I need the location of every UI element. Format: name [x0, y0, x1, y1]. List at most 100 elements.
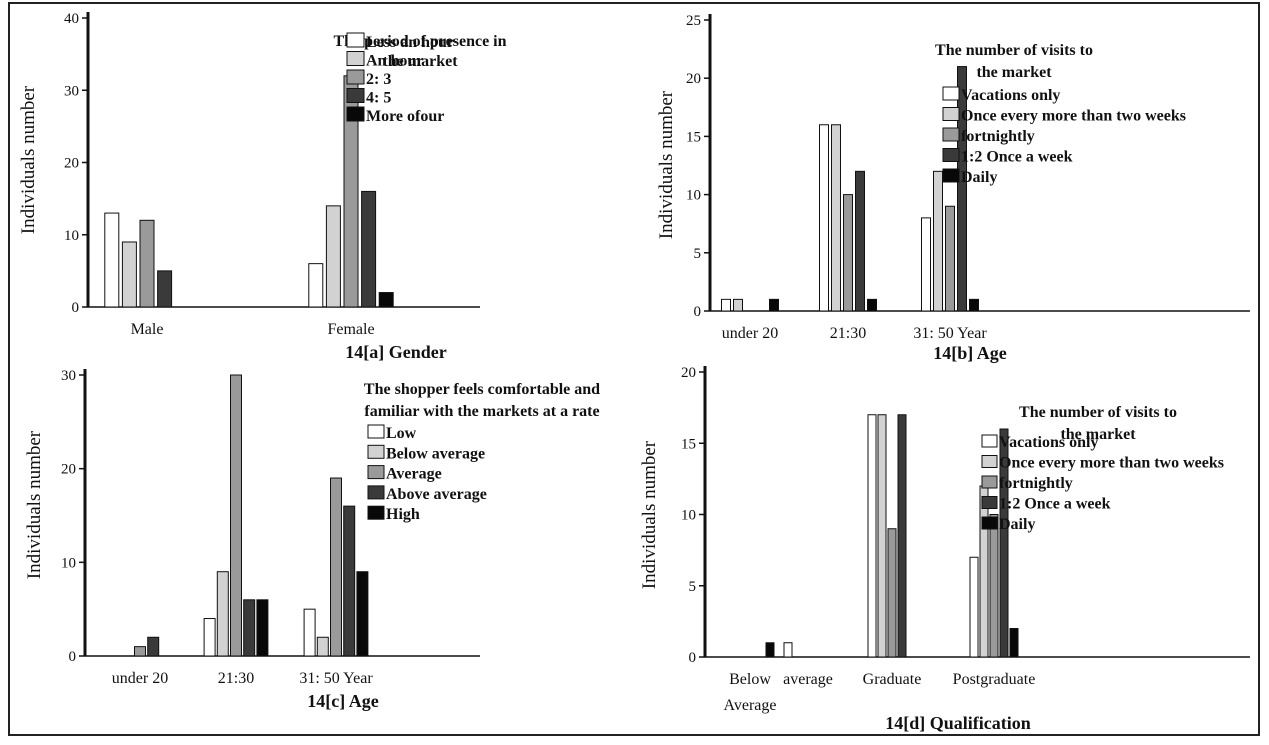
bar: [969, 298, 979, 312]
panel-caption: 14[c] Age: [307, 691, 378, 711]
bar: [121, 241, 137, 308]
bar: [999, 428, 1009, 658]
legend-swatch: [981, 516, 998, 530]
bar: [361, 190, 377, 308]
legend-swatch: [942, 86, 960, 101]
bar: [933, 170, 943, 312]
legend-swatch: [981, 475, 998, 489]
bar: [356, 571, 369, 657]
bar: [945, 205, 955, 312]
legend-label: High: [386, 506, 420, 523]
bar: [831, 124, 841, 312]
bar: [134, 646, 146, 657]
bar: [969, 556, 979, 658]
bar: [303, 608, 316, 657]
chart-panel-2: 0 5 10 15 20 25 Individuals number under 20 21:3…: [656, 13, 1250, 363]
legend-swatch: [346, 51, 365, 66]
legend-swatch: [942, 168, 960, 183]
bar: [157, 270, 173, 308]
legend-swatch: [346, 88, 365, 103]
y-tick-label: 20: [61, 462, 76, 478]
y-axis-label: Individuals number: [18, 85, 39, 234]
x-tick-label: average: [783, 671, 833, 688]
y-tick-label: 0: [69, 649, 77, 665]
bar: [256, 599, 269, 657]
legend-label: 1:2 Once a week: [999, 496, 1111, 513]
y-tick-label: 20: [686, 71, 701, 87]
legend-title: the market: [382, 53, 458, 70]
chart-panel-3: 0 10 20 30 Individuals number under 20 21:30 31…: [24, 368, 600, 711]
legend-label: Once every more than two weeks: [961, 108, 1186, 125]
legend-label: Average: [386, 466, 442, 483]
y-tick-label: 25: [686, 13, 701, 29]
bar: [733, 298, 743, 312]
legend-swatch: [981, 496, 998, 509]
legend-label: An hour: [366, 53, 423, 70]
bar: [921, 217, 931, 312]
legend-label: 4: 5: [366, 90, 391, 107]
y-tick-label: 20: [681, 365, 696, 381]
bar: [1009, 628, 1019, 658]
legend-swatch: [367, 444, 385, 459]
legend-label: Vacations only: [999, 434, 1098, 451]
bar: [104, 212, 120, 308]
y-tick-label: 5: [689, 579, 697, 595]
y-tick-label: 0: [694, 304, 702, 320]
x-tick-label: Below: [729, 671, 771, 688]
legend-label: fortnightly: [961, 128, 1035, 145]
legend-label: 2: 3: [366, 71, 391, 88]
legend-swatch: [942, 107, 960, 121]
x-tick-label: 21:30: [218, 670, 254, 687]
x-tick-label: under 20: [112, 670, 168, 687]
y-tick-label: 15: [681, 436, 696, 452]
panel-caption: 14[d] Qualification: [885, 713, 1031, 733]
legend-label: Above average: [386, 486, 487, 503]
bar: [979, 485, 989, 658]
x-tick-label: Postgraduate: [953, 671, 1036, 688]
y-tick-label: 15: [686, 129, 701, 145]
bar: [957, 66, 967, 312]
legend-label: More ofour: [366, 108, 444, 125]
legend-label: Once every more than two weeks: [999, 455, 1224, 472]
bar: [330, 477, 342, 657]
bar: [343, 505, 356, 657]
legend-label: Low: [386, 425, 417, 442]
y-tick-label: 0: [689, 650, 697, 666]
legend-label: fortnightly: [999, 475, 1073, 492]
bar: [721, 298, 731, 312]
bar: [243, 599, 256, 657]
y-tick-label: 30: [61, 368, 76, 384]
legend-swatch: [346, 106, 365, 122]
bar: [325, 205, 341, 308]
bar: [316, 636, 329, 657]
legend-swatch: [981, 434, 998, 448]
bar: [989, 514, 999, 658]
legend-label: Vacations only: [961, 87, 1060, 104]
y-tick-label: 40: [64, 11, 79, 27]
legend-swatch: [367, 465, 385, 480]
bar: [887, 528, 897, 658]
x-tick-label: 21:30: [830, 325, 866, 342]
y-axis-label: Individuals number: [24, 430, 45, 579]
legend-swatch: [346, 69, 365, 85]
bar: [765, 642, 775, 658]
chart-panel-1: 0 10 20 30 40 Individuals number Male Female The…: [18, 11, 507, 362]
legend-title: The shopper feels comfortable and: [364, 381, 600, 398]
y-tick-label: 5: [694, 246, 702, 262]
y-tick-label: 30: [64, 83, 79, 99]
bar: [147, 636, 160, 657]
legend-label: Daily: [961, 169, 997, 186]
legend-title: The period of presence in: [333, 33, 506, 50]
panel-caption: 14[b] Age: [933, 343, 1007, 363]
x-tick-label: Male: [131, 321, 164, 338]
bar: [867, 414, 877, 658]
legend-label: Less an hour: [366, 34, 454, 51]
x-tick-label: under 20: [722, 325, 778, 342]
x-tick-label: 31: 50 Year: [299, 670, 373, 687]
legend-swatch: [942, 127, 960, 142]
bar: [877, 414, 887, 658]
y-tick-label: 10: [681, 508, 696, 524]
panel-caption: 14[a] Gender: [345, 342, 446, 362]
